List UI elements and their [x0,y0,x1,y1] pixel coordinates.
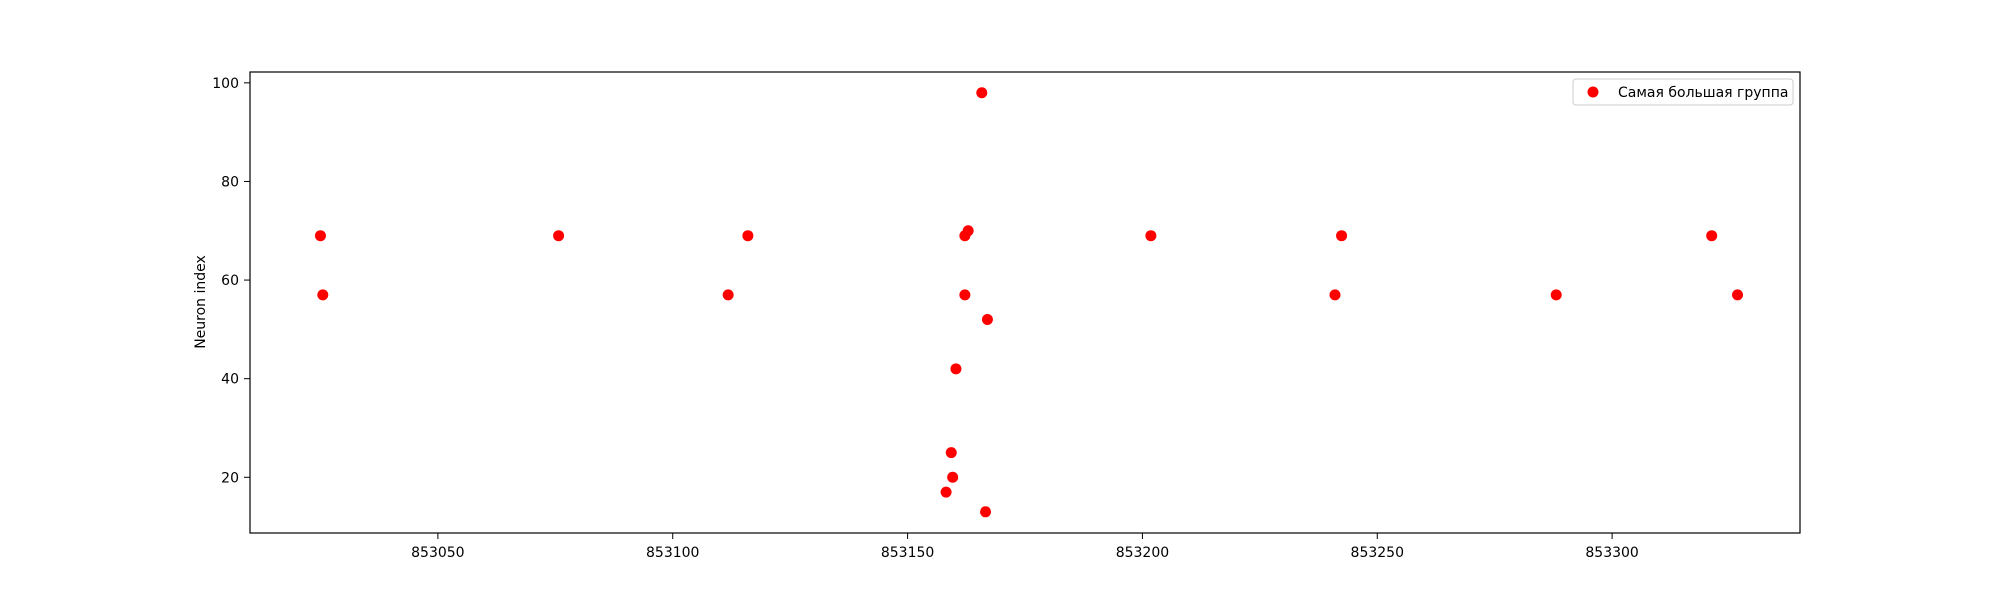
legend-label: Самая большая группа [1618,85,1788,101]
legend-box [1572,78,1794,106]
data-point [981,314,993,326]
data-point [950,363,962,375]
data-point [947,471,959,483]
plot-area [250,72,1800,533]
data-point [1329,289,1341,301]
series-points [314,87,1744,518]
y-tick-label: 20 [221,470,239,486]
data-point [742,230,754,242]
data-point [314,230,326,242]
x-tick-label: 853200 [1116,545,1169,561]
y-tick-label: 80 [221,174,239,190]
data-point [1706,230,1718,242]
data-point [940,486,952,498]
data-point [1336,230,1348,242]
data-point [1732,289,1744,301]
x-axis: 853050 853100 853150 853200 853250 853300 [411,533,1639,561]
legend: Самая большая группа [1572,78,1794,106]
x-tick-label: 853050 [411,545,464,561]
x-tick-label: 853150 [881,545,934,561]
data-point [962,225,974,237]
data-point [722,289,734,301]
data-point [553,230,565,242]
x-tick-label: 853100 [646,545,699,561]
plot-frame [249,71,1801,534]
y-tick-label: 60 [221,273,239,289]
x-tick-label: 853300 [1585,545,1638,561]
x-tick-label: 853250 [1351,545,1404,561]
data-point [976,87,988,99]
y-axis: 20 40 60 80 100 [212,76,250,486]
data-point [945,447,957,459]
y-tick-label: 100 [212,76,239,92]
y-axis-label: Neuron index [193,255,209,349]
data-point [980,506,992,518]
data-point [1145,230,1157,242]
y-tick-label: 40 [221,372,239,388]
data-point [1550,289,1562,301]
data-point [959,289,971,301]
data-point [317,289,329,301]
legend-marker [1587,86,1599,98]
